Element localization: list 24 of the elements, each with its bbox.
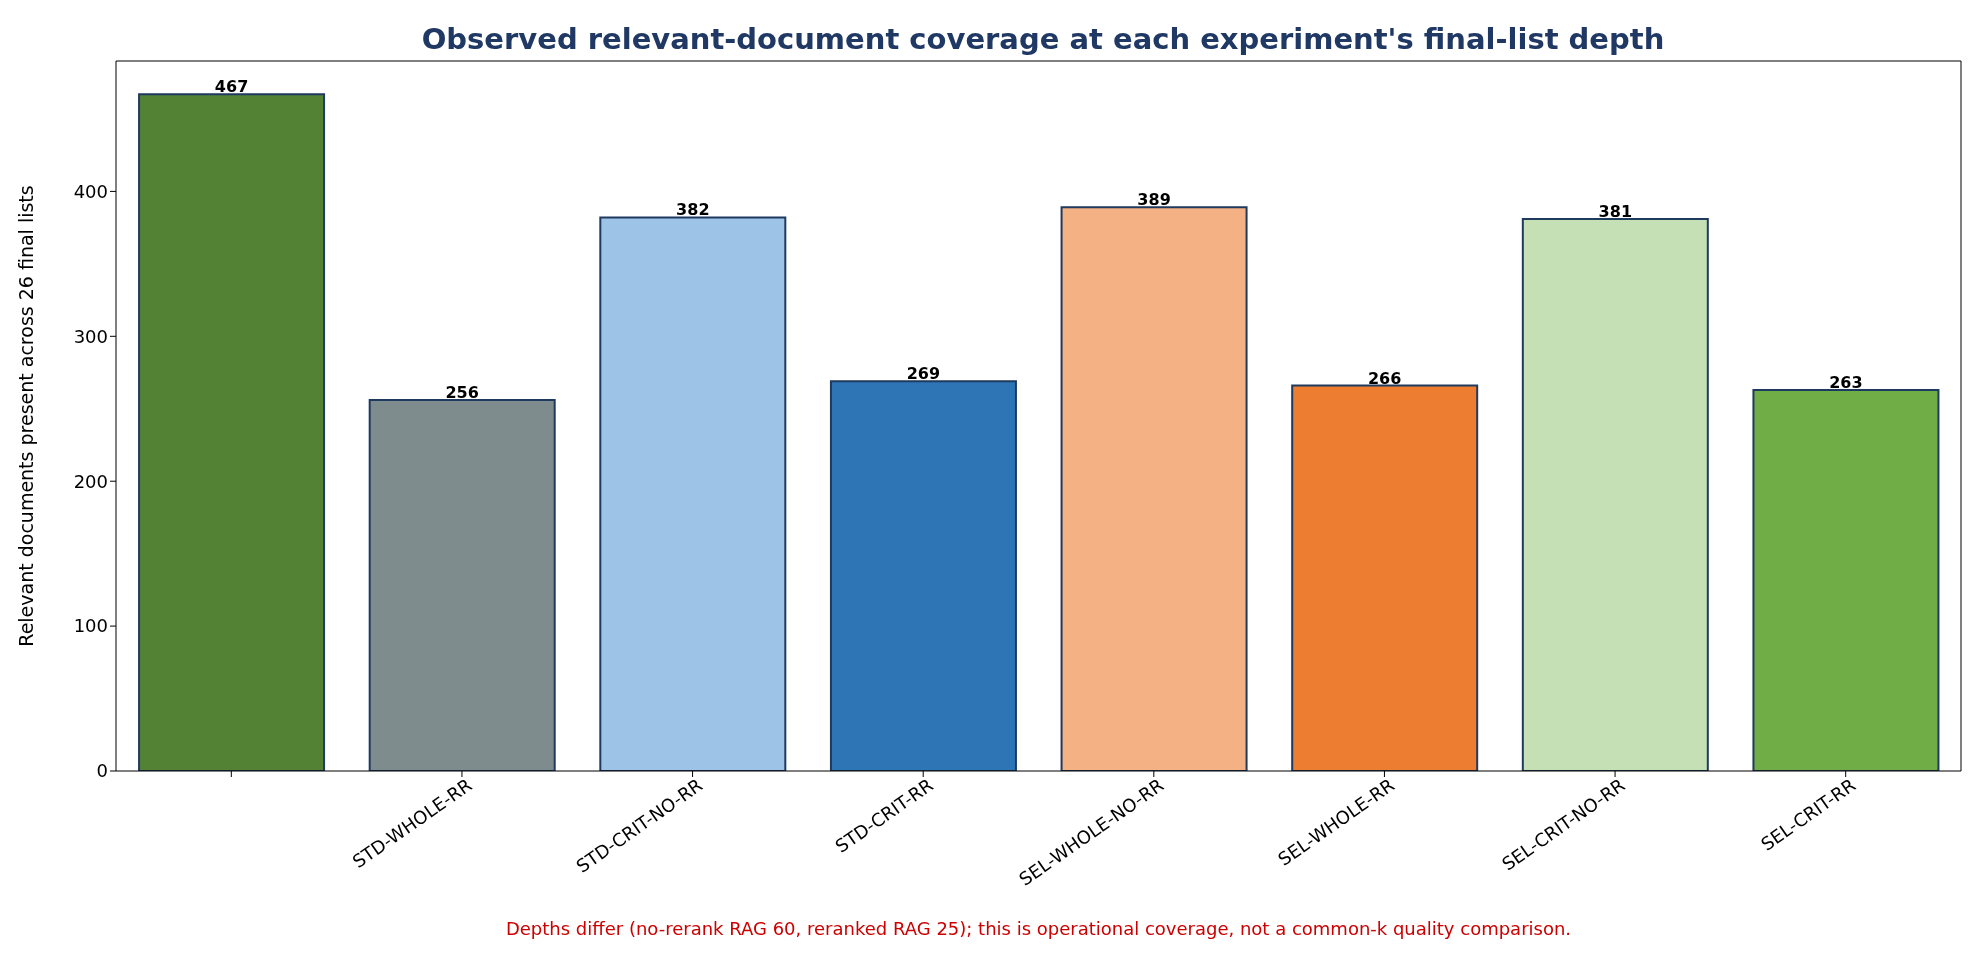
y-tick-label: 100 xyxy=(73,615,108,637)
bar xyxy=(138,93,326,771)
chart-title: Observed relevant-document coverage at each experiment's final-list depth xyxy=(420,22,1666,56)
y-tick-label: 200 xyxy=(73,470,108,492)
data-label: 266 xyxy=(1367,368,1402,388)
y-tick-label: 400 xyxy=(73,180,108,202)
bar xyxy=(368,399,556,771)
bar xyxy=(1060,206,1248,771)
y-tick-label: 0 xyxy=(96,760,108,782)
data-label: 269 xyxy=(906,364,941,384)
bar xyxy=(599,216,787,771)
data-label: 467 xyxy=(214,77,249,97)
text: Depths differ (no-rerank RAG 60, reranked RAG 25); this is operational coverage, not a common-k quality comparison. xyxy=(504,918,1573,939)
bar xyxy=(1752,388,1940,771)
y-axis-title: Relevant documents present across 26 final lists xyxy=(14,185,37,647)
data-label: 256 xyxy=(445,383,479,403)
y-tick-label: 300 xyxy=(73,325,108,347)
bar xyxy=(1521,217,1709,771)
data-label: 389 xyxy=(1137,190,1171,210)
data-label: 381 xyxy=(1598,201,1633,221)
data-label: 263 xyxy=(1829,372,1863,392)
bar xyxy=(829,380,1017,771)
data-label: 382 xyxy=(676,200,710,220)
bar xyxy=(1291,384,1479,771)
